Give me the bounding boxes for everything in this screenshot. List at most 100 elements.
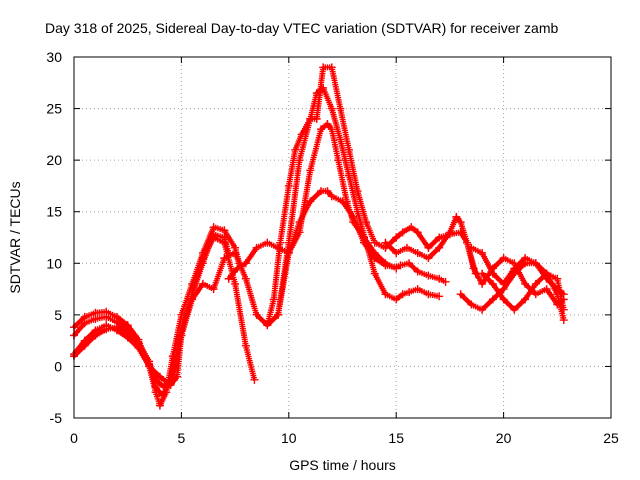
y-tick-label: 25	[46, 101, 62, 117]
data-point	[319, 63, 328, 72]
data-point	[306, 166, 315, 175]
data-point	[252, 310, 261, 319]
data-point	[80, 319, 89, 328]
data-point	[407, 223, 416, 232]
data-point	[284, 181, 293, 190]
data-point	[250, 375, 259, 384]
series-layer	[70, 63, 568, 410]
data-point	[323, 187, 332, 196]
data-point	[424, 290, 433, 299]
data-point	[269, 295, 278, 304]
data-point	[553, 274, 562, 283]
data-point	[370, 269, 379, 278]
data-point	[134, 338, 143, 347]
data-point	[510, 305, 519, 314]
data-point	[488, 295, 497, 304]
data-point	[276, 238, 285, 247]
data-point	[344, 145, 353, 154]
y-tick-label: 30	[46, 49, 62, 65]
data-point	[231, 279, 240, 288]
data-point	[209, 285, 218, 294]
data-point	[151, 383, 160, 392]
data-point	[478, 305, 487, 314]
x-tick-label: 10	[281, 430, 297, 446]
data-point	[392, 264, 401, 273]
series-markers	[71, 188, 447, 388]
data-point	[327, 125, 336, 134]
data-point	[424, 243, 433, 252]
data-point	[102, 312, 111, 321]
data-point	[370, 248, 379, 257]
data-point	[327, 63, 336, 72]
y-tick-label: 0	[54, 358, 62, 374]
data-point	[198, 279, 207, 288]
series-line	[73, 189, 447, 387]
data-point	[220, 226, 229, 235]
data-point	[456, 290, 465, 299]
series-sat-j	[467, 243, 568, 299]
series-sat-f	[263, 83, 444, 330]
data-point	[413, 228, 422, 237]
data-point	[413, 267, 422, 276]
data-point	[336, 104, 345, 113]
y-tick-label: 15	[46, 204, 62, 220]
data-point	[209, 230, 218, 239]
data-point	[413, 285, 422, 294]
data-point	[188, 290, 197, 299]
data-point	[402, 243, 411, 252]
data-point	[381, 290, 390, 299]
data-point	[370, 238, 379, 247]
data-point	[435, 233, 444, 242]
data-point	[467, 243, 476, 252]
data-point	[499, 279, 508, 288]
data-point	[295, 228, 304, 237]
data-point	[531, 290, 540, 299]
data-point	[405, 259, 414, 268]
data-point	[441, 277, 450, 286]
data-point	[241, 341, 250, 350]
data-point	[112, 323, 121, 332]
data-point	[435, 243, 444, 252]
data-point	[392, 248, 401, 257]
data-point	[452, 212, 461, 221]
data-point	[445, 228, 454, 237]
data-point	[306, 197, 315, 206]
data-point	[499, 254, 508, 263]
y-tick-label: 10	[46, 255, 62, 271]
data-point	[274, 310, 283, 319]
data-point	[362, 238, 371, 247]
data-point	[469, 264, 478, 273]
data-point	[91, 331, 100, 340]
data-point	[342, 197, 351, 206]
data-point	[531, 279, 540, 288]
x-axis-label: GPS time / hours	[289, 457, 396, 473]
data-point	[295, 156, 304, 165]
axis-ticks: 0 5 10 15 20 25 -5 0 5 10 15 20 25 30	[46, 49, 619, 446]
data-point	[499, 295, 508, 304]
data-point	[353, 187, 362, 196]
data-point	[521, 254, 530, 263]
data-point	[198, 259, 207, 268]
data-point	[312, 114, 321, 123]
data-point	[166, 377, 175, 386]
data-point	[456, 218, 465, 227]
data-point	[155, 401, 164, 410]
data-point	[413, 248, 422, 257]
data-point	[396, 261, 405, 270]
data-point	[398, 228, 407, 237]
data-point	[559, 316, 568, 325]
data-point	[317, 125, 326, 134]
x-tick-label: 0	[70, 430, 78, 446]
data-point	[291, 145, 300, 154]
data-point	[336, 135, 345, 144]
data-point	[559, 305, 568, 314]
data-point	[102, 325, 111, 334]
data-point	[381, 238, 390, 247]
data-point	[220, 233, 229, 242]
data-point	[478, 248, 487, 257]
data-point	[381, 259, 390, 268]
data-point	[542, 285, 551, 294]
data-point	[510, 264, 519, 273]
data-point	[252, 243, 261, 252]
